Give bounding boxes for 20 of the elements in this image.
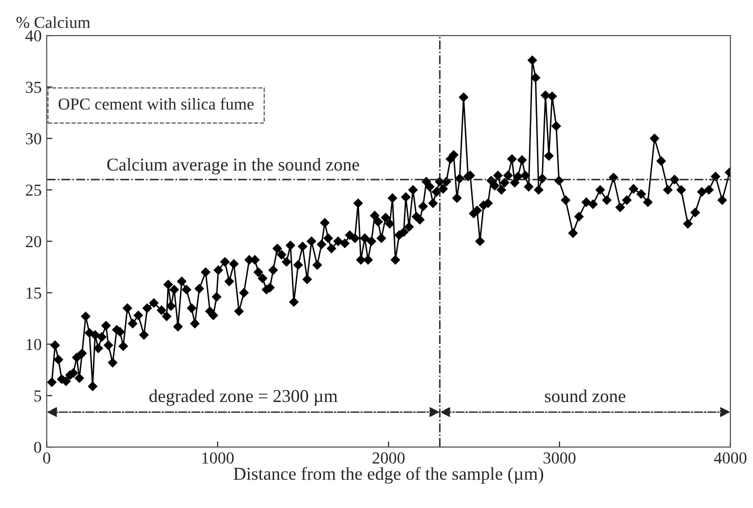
y-tick-label: 10 [26,338,42,350]
y-tick-label: 30 [26,133,42,144]
annotation: sound zone [544,390,626,402]
x-axis-title: Distance from the edge of the sample (µm) [234,467,544,484]
x-tick-label: 2000 [372,452,405,464]
y-tick-label: 15 [26,288,42,299]
y-tick-label: 5 [34,390,42,402]
ref-line-label: Calcium average in the sound zone [107,158,360,174]
x-tick-label: 1000 [202,452,234,464]
y-axis-title: % Calcium [16,16,90,28]
x-tick-label: 0 [43,452,50,464]
annotation: OPC cement with silica fume [58,98,254,110]
y-tick-label: 0 [34,442,42,453]
y-tick-label: 25 [26,184,42,196]
annotation: degraded zone = 2300 µm [149,389,338,406]
x-tick-label: 3000 [544,452,576,464]
x-tick-label: 4000 [714,452,746,464]
y-tick-label: 40 [25,30,42,42]
y-tick-label: 20 [26,236,42,248]
y-tick-label: 35 [26,82,42,93]
